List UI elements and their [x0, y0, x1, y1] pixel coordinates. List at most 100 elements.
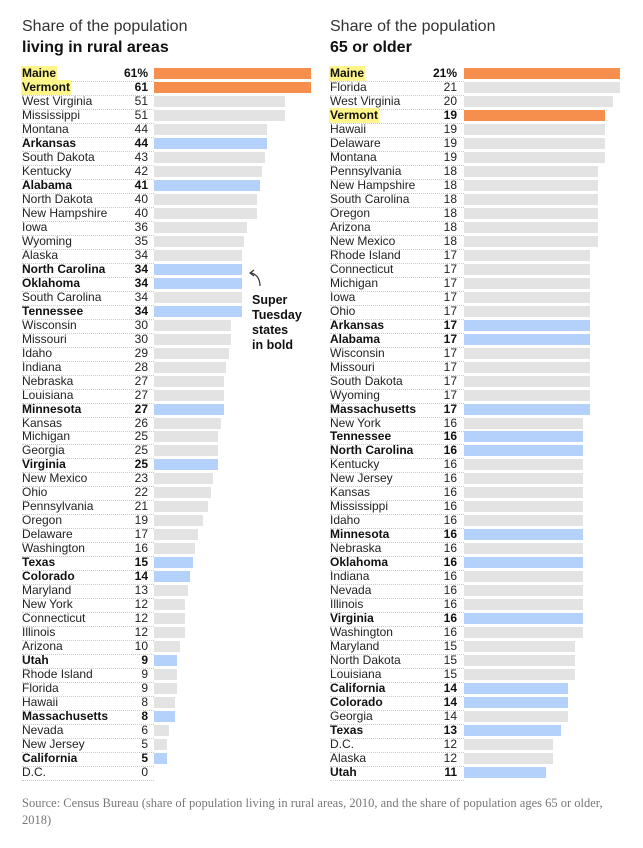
row-leader-dots [330, 304, 464, 306]
row-leader-dots [22, 444, 154, 446]
bar [154, 557, 193, 569]
value-label: 30 [134, 331, 148, 346]
state-label: New Hampshire [330, 177, 416, 192]
value-label: 22 [134, 485, 148, 500]
state-label: New Jersey [330, 471, 393, 486]
state-label: Vermont [21, 79, 72, 95]
value-label: 19 [443, 149, 457, 164]
bar [464, 95, 613, 107]
state-label: Kentucky [330, 457, 380, 472]
state-label: New York [22, 597, 73, 612]
chart-row: Virginia 16 [330, 611, 624, 628]
chart-row: Massachusetts 17 [330, 402, 624, 418]
chart-row: Texas 13 [330, 723, 624, 740]
value-label: 23 [134, 471, 148, 486]
value-label: 12 [443, 751, 457, 766]
state-label: Rhode Island [22, 667, 93, 682]
chart-row: Delaware 19 [330, 135, 624, 152]
value-label: 12 [134, 625, 148, 640]
chart-row: Kansas 16 [330, 485, 624, 502]
value-label: 36 [134, 219, 148, 234]
row-leader-dots [22, 178, 154, 180]
bar [154, 473, 214, 485]
chart-row: North Dakota 40 [22, 192, 314, 208]
state-label: D.C. [330, 737, 354, 752]
bar [464, 235, 598, 247]
chart-row: New York 12 [22, 597, 314, 614]
state-label: Wisconsin [330, 345, 385, 360]
value-label: 35 [134, 233, 148, 248]
state-label: Ohio [22, 485, 48, 500]
value-label: 8 [141, 695, 148, 710]
bar [464, 599, 583, 611]
value-label: 18 [443, 191, 457, 206]
chart-row: Washington 16 [22, 541, 314, 558]
state-label: North Dakota [330, 653, 401, 668]
row-leader-dots [22, 136, 154, 138]
row-leader-dots [330, 780, 464, 781]
chart-row: Rhode Island 9 [22, 667, 314, 684]
bar [464, 361, 591, 373]
value-label: 16 [443, 541, 457, 556]
state-label: Washington [330, 625, 393, 640]
chart-row: New Jersey 5 [22, 737, 314, 754]
value-label: 17 [443, 373, 457, 388]
state-label: Texas [330, 723, 364, 738]
value-label: 21 [443, 79, 457, 94]
bar [464, 165, 598, 177]
bar [464, 459, 583, 471]
chart-row: Hawaii 19 [330, 121, 624, 138]
value-label: 30 [134, 317, 148, 332]
state-label: Maine [329, 66, 366, 81]
chart-row: Illinois 12 [22, 625, 314, 642]
row-leader-dots [22, 500, 154, 502]
chart-row: Maine 21% [329, 66, 624, 82]
value-label: 19 [134, 513, 148, 528]
chart-row: Massachusetts 8 [22, 709, 314, 726]
bar [464, 543, 583, 555]
row-leader-dots [22, 94, 154, 96]
chart-row: Mississippi 16 [330, 499, 624, 516]
value-label: 15 [443, 639, 457, 654]
chart-row: Georgia 25 [22, 443, 314, 460]
row-leader-dots [22, 262, 154, 264]
row-leader-dots [330, 122, 464, 124]
row-leader-dots [330, 94, 464, 96]
chart-row: Arizona 18 [330, 220, 624, 236]
bar [464, 68, 620, 79]
bar [464, 109, 606, 121]
row-leader-dots [22, 696, 154, 698]
value-label: 51 [134, 107, 148, 122]
chart-row: Ohio 17 [330, 304, 624, 320]
state-label: Iowa [22, 219, 48, 234]
row-leader-dots [22, 458, 154, 460]
state-label: Maine [21, 66, 58, 81]
chart-row: Virginia 25 [22, 457, 314, 474]
value-label: 16 [443, 597, 457, 612]
bar [154, 627, 185, 639]
chart-row: Maine 61% [21, 66, 314, 82]
row-leader-dots [330, 136, 464, 138]
row-leader-dots [22, 430, 154, 432]
value-label: 18 [443, 205, 457, 220]
value-label: 19 [443, 121, 457, 136]
state-label: Delaware [330, 135, 381, 150]
bar [154, 613, 185, 625]
value-label: 9 [141, 667, 148, 682]
bar [154, 641, 180, 653]
state-label: Missouri [330, 359, 375, 374]
row-leader-dots [330, 598, 464, 600]
value-label: 16 [443, 443, 457, 458]
row-leader-dots [22, 192, 154, 194]
row-leader-dots [22, 234, 154, 236]
bar [464, 319, 591, 331]
row-leader-dots [22, 150, 154, 152]
value-label: 11 [444, 765, 457, 779]
bar [154, 263, 242, 275]
bar [154, 711, 175, 723]
chart-row: Wisconsin 17 [330, 345, 624, 362]
value-label: 34 [134, 289, 148, 304]
state-label: Washington [22, 541, 85, 556]
value-label: 21 [134, 499, 148, 514]
bar [464, 767, 546, 778]
